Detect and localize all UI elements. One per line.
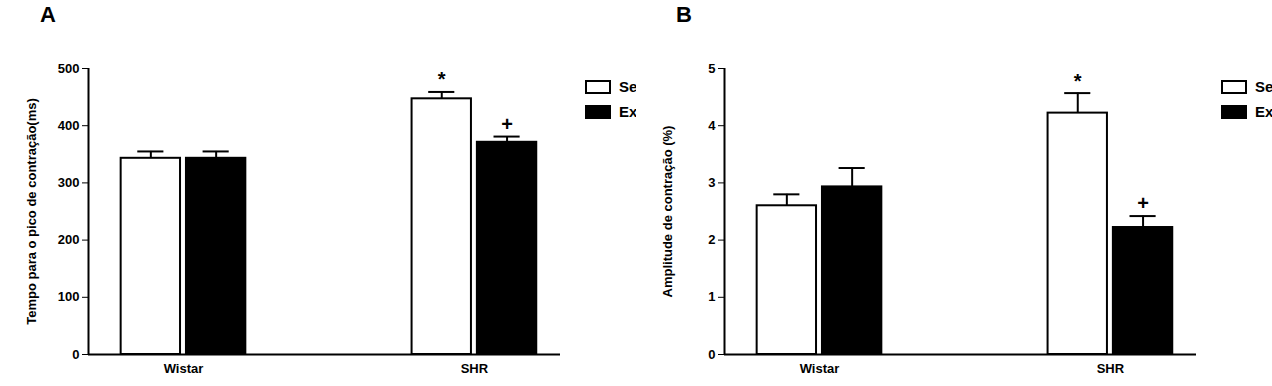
svg-text:5: 5 (708, 61, 715, 76)
svg-text:500: 500 (58, 61, 80, 76)
html-text:A: A (40, 2, 56, 27)
svg-text:100: 100 (58, 289, 80, 304)
svg-text:2: 2 (708, 232, 715, 247)
svg-text:+: + (501, 113, 513, 135)
html-text:Ex: Ex (619, 103, 638, 120)
svg-text:4: 4 (708, 118, 716, 133)
svg-text:*: * (1074, 69, 1082, 91)
svg-text:3: 3 (708, 175, 715, 190)
svg-text:Wistar: Wistar (800, 361, 840, 376)
svg-text:0: 0 (72, 347, 79, 362)
svg-text:+: + (1137, 192, 1149, 214)
svg-text:0: 0 (708, 347, 715, 362)
svg-text:Amplitude de contração (%): Amplitude de contração (%) (660, 126, 675, 298)
svg-text:300: 300 (58, 175, 80, 190)
svg-text:Wistar: Wistar (164, 361, 204, 376)
svg-text:1: 1 (708, 289, 715, 304)
svg-text:400: 400 (58, 118, 80, 133)
svg-text:SHR: SHR (1097, 361, 1125, 376)
svg-text:SHR: SHR (461, 361, 489, 376)
svg-text:*: * (438, 68, 446, 90)
svg-text:Tempo para o pico de contração: Tempo para o pico de contração(ms) (24, 98, 39, 325)
html-text:Sed: Sed (619, 78, 647, 95)
svg-text:200: 200 (58, 232, 80, 247)
html-text:B: B (676, 2, 692, 27)
